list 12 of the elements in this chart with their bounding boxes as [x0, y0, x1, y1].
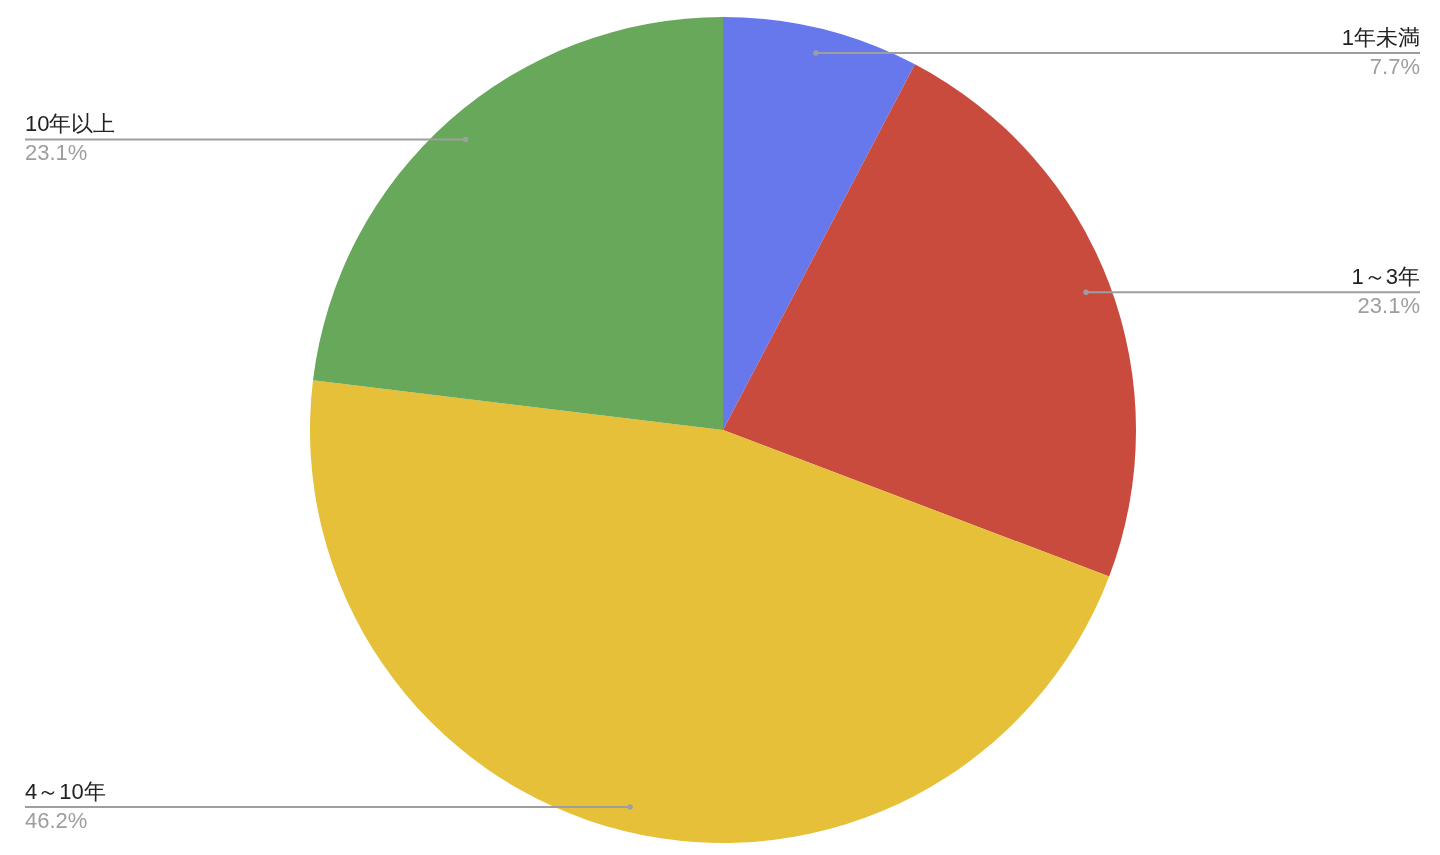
pie-slice	[723, 64, 1136, 577]
pie-slice	[313, 17, 723, 430]
slice-label: 1年未満	[1341, 25, 1420, 51]
data-label: 46.2%	[25, 807, 88, 833]
data-label: 23.1%	[1357, 293, 1420, 319]
data-label: 23.1%	[25, 140, 88, 166]
data-label: 7.7%	[1369, 54, 1420, 80]
pie-slice	[310, 380, 1110, 843]
slice-label: 1～3年	[1351, 264, 1420, 290]
pie-slice	[723, 17, 915, 430]
slice-label: 10年以上	[25, 111, 116, 137]
slice-label: 4～10年	[25, 778, 106, 804]
